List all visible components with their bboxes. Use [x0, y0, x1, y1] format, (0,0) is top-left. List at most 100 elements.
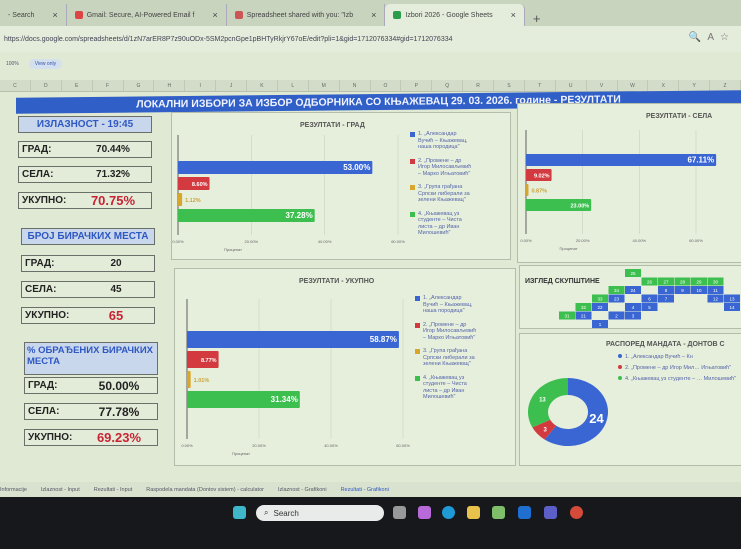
column-header[interactable]: I: [185, 80, 217, 91]
app-icon[interactable]: [570, 506, 583, 519]
seat-cell: [641, 294, 658, 303]
tick-label: 0.00%: [181, 443, 193, 448]
seat-number: 26: [647, 280, 653, 285]
column-header[interactable]: J: [216, 80, 247, 91]
value: 45: [110, 284, 122, 295]
seat-number: 31: [564, 314, 570, 319]
bar: [526, 199, 592, 211]
column-header[interactable]: Y: [679, 80, 711, 91]
column-header[interactable]: H: [154, 80, 186, 91]
legend-item: 4. „Књажевац уз студенте – Чиста листа –…: [415, 375, 477, 401]
data-label: 53.00%: [343, 163, 370, 172]
browser-tabs: - Search × Gmail: Secure, AI-Powered Emai…: [0, 0, 741, 26]
column-header[interactable]: L: [278, 80, 309, 91]
column-header[interactable]: F: [93, 80, 124, 91]
sheet-tab[interactable]: Informacije: [0, 486, 27, 493]
column-header[interactable]: R: [463, 80, 494, 91]
column-header[interactable]: T: [525, 80, 556, 91]
sheet-tab[interactable]: Izlaznost - Input: [40, 486, 80, 493]
data-label: 9.02%: [534, 174, 550, 180]
sheet-tab-active[interactable]: Rezultati - Grafikoni: [340, 486, 389, 493]
sheet-tab[interactable]: Rezultati - Input: [93, 486, 133, 493]
data-label: 1.12%: [185, 198, 201, 204]
file-explorer-icon[interactable]: [467, 506, 480, 519]
tick-label: 60.00%: [391, 239, 405, 244]
seat-cell: [641, 303, 658, 311]
column-header[interactable]: M: [309, 80, 340, 91]
label: СЕЛА:: [28, 406, 60, 417]
seat-cell: [674, 286, 691, 294]
browser-icons[interactable]: 🔍A☆: [688, 32, 735, 43]
copilot-icon[interactable]: [418, 506, 431, 519]
column-header[interactable]: Q: [432, 80, 464, 91]
chart-title: РЕЗУЛТАТИ - СЕЛА: [646, 113, 712, 120]
edge-icon[interactable]: [442, 506, 455, 519]
close-icon[interactable]: ×: [52, 10, 58, 20]
axis-label: Проценат: [224, 247, 242, 252]
seat-number: 29: [696, 280, 702, 285]
axis-label: Проценат: [560, 246, 578, 251]
column-header[interactable]: W: [618, 80, 649, 91]
seat-cell: [707, 277, 724, 286]
column-header[interactable]: E: [62, 80, 93, 91]
taskbar-search[interactable]: ⌕ Search: [256, 505, 384, 521]
legend-label: 2. „Промене – др Игор Милосављевић – Мар…: [418, 157, 472, 177]
label: СЕЛА:: [22, 169, 54, 180]
seat-cell: [641, 277, 658, 286]
teams-icon[interactable]: [544, 506, 557, 519]
browser-tab[interactable]: Gmail: Secure, AI-Powered Email f ×: [67, 4, 227, 26]
column-header[interactable]: N: [340, 80, 371, 91]
view-only-badge[interactable]: View only: [28, 59, 63, 69]
column-header[interactable]: V: [587, 80, 618, 91]
column-header[interactable]: S: [494, 80, 525, 91]
stations-city: ГРАД: 20: [21, 255, 155, 272]
processed-total: УКУПНО: 69.23%: [24, 429, 158, 446]
browser-tab[interactable]: - Search ×: [0, 4, 67, 26]
column-header[interactable]: C: [0, 80, 31, 91]
seat-number: 34: [614, 288, 620, 293]
seat-number: 9: [681, 288, 684, 293]
store-icon[interactable]: [492, 506, 505, 519]
column-header[interactable]: O: [371, 80, 402, 91]
close-icon[interactable]: ×: [212, 10, 218, 20]
legend-item: 1. „Александар Вучић – Књажевац, наша по…: [410, 131, 472, 151]
browser-tab[interactable]: Spreadsheet shared with you: "Izb ×: [227, 4, 386, 26]
column-header[interactable]: P: [401, 80, 433, 91]
column-header[interactable]: X: [648, 80, 680, 91]
tick-label: 0.00%: [520, 238, 532, 243]
processed-city: ГРАД: 50.00%: [24, 377, 158, 394]
new-tab-button[interactable]: +: [532, 11, 541, 26]
seat-number: 6: [648, 297, 651, 302]
legend-label: 2. „Промене – др Игор Мил… Игњатовић": [625, 365, 731, 371]
sheet-tab[interactable]: Izlaznost - Grafikoni: [277, 486, 327, 493]
value: 77.78%: [98, 404, 140, 419]
tick-label: 0.00%: [172, 239, 184, 244]
task-view-icon[interactable]: [393, 506, 406, 519]
address-bar[interactable]: https://docs.google.com/spreadsheets/d/1…: [0, 26, 741, 52]
close-icon[interactable]: ×: [371, 10, 377, 20]
turnout-city: ГРАД: 70.44%: [18, 141, 152, 158]
value: 71.32%: [96, 169, 130, 180]
seat-cell: [658, 277, 674, 286]
column-header[interactable]: G: [124, 80, 155, 91]
search-icon: ⌕: [264, 508, 269, 517]
seat-number: 8: [665, 288, 668, 293]
url-text: https://docs.google.com/spreadsheets/d/1…: [4, 35, 453, 43]
sheet-tab[interactable]: Raspodela mandata (Dontov sistem) - calc…: [146, 486, 264, 493]
outlook-icon[interactable]: [518, 506, 531, 519]
column-header[interactable]: U: [556, 80, 587, 91]
column-header[interactable]: D: [31, 80, 62, 91]
tick-label: 40.00%: [633, 238, 647, 243]
legend-item: 1. „Александар Вучић – Књажевац, наша по…: [415, 295, 477, 315]
bar-chart-svg: РЕЗУЛТАТИ - ГРАД 0.00% 20.00% 40.00% 60.00% П…: [172, 122, 405, 252]
slice-label: 3: [544, 428, 548, 434]
close-icon[interactable]: ×: [510, 10, 516, 20]
column-header[interactable]: K: [247, 80, 278, 91]
data-label: 8.60%: [192, 182, 208, 188]
browser-tab-active[interactable]: Izbori 2026 - Google Sheets ×: [385, 4, 525, 26]
tick-label: 40.00%: [318, 239, 332, 244]
windows-start-icon[interactable]: [233, 506, 246, 519]
chart-legend: 1. „Александар Вучић – Књажевац, наша по…: [410, 131, 472, 244]
seat-cell: [625, 286, 641, 294]
zoom-select[interactable]: 100%: [6, 61, 19, 67]
